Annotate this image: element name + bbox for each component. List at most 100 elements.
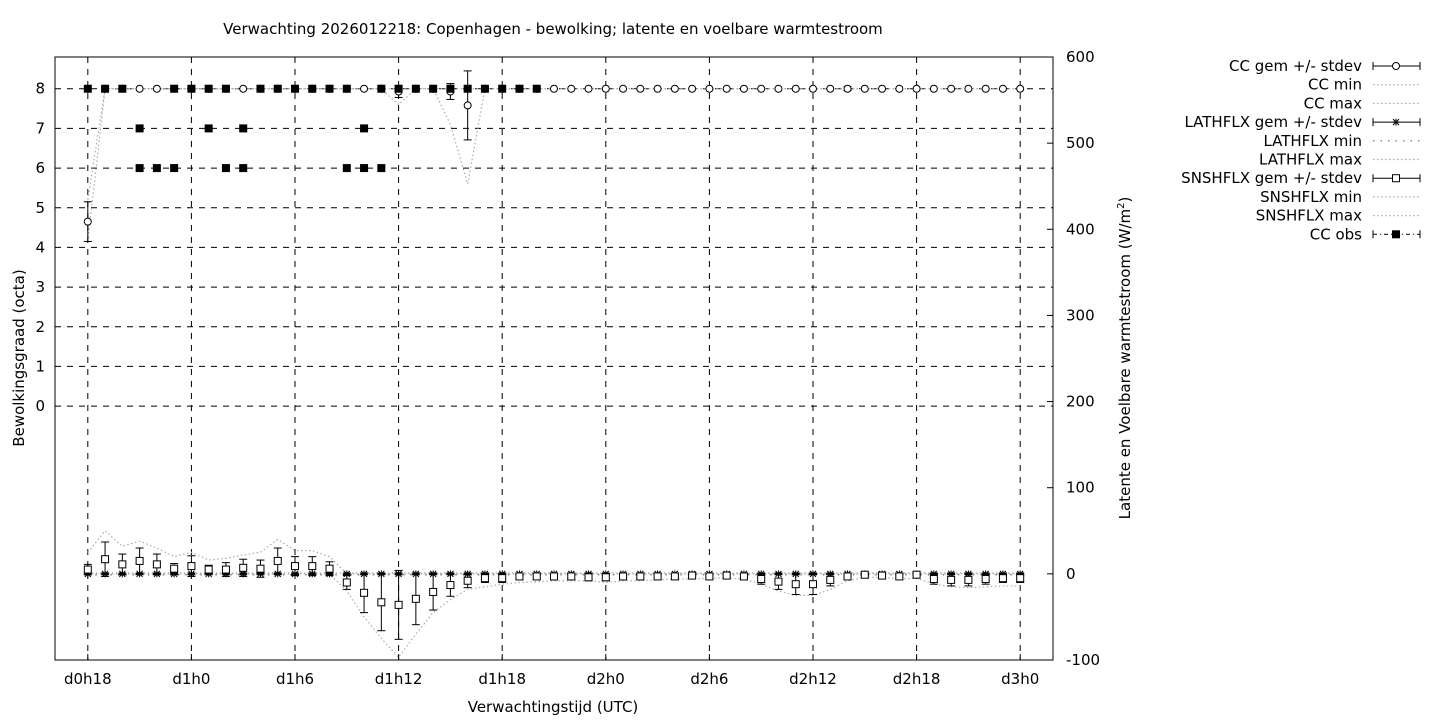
data-point-obs — [463, 84, 472, 93]
data-point-square — [964, 575, 973, 584]
data-point-circle — [584, 84, 593, 93]
data-point-circle — [83, 217, 92, 226]
data-point-square — [981, 575, 990, 584]
data-point-square — [688, 571, 697, 580]
x-tick-label: d1h18 — [478, 670, 526, 688]
data-point-obs — [360, 124, 369, 133]
data-point-circle — [826, 84, 835, 93]
data-point-circle — [998, 84, 1007, 93]
grid — [55, 57, 1053, 660]
data-point-obs — [532, 84, 541, 93]
legend-label: SNSHFLX max — [1256, 207, 1362, 225]
data-point-square — [843, 572, 852, 581]
data-point-circle — [152, 84, 161, 93]
data-point-square — [256, 564, 265, 573]
chart-title: Verwachting 2026012218: Copenhagen - bew… — [223, 20, 883, 38]
x-tick-label: d0h18 — [64, 670, 112, 688]
data-point-obs — [170, 164, 179, 173]
data-point-circle — [653, 84, 662, 93]
data-point-square — [342, 578, 351, 587]
data-point-obs — [360, 164, 369, 173]
data-point-obs — [394, 84, 403, 93]
data-point-square — [774, 577, 783, 586]
data-point-square — [947, 575, 956, 584]
data-point-circle — [860, 84, 869, 93]
data-point-obs — [101, 84, 110, 93]
data-point-circle — [601, 84, 610, 93]
data-point-circle — [843, 84, 852, 93]
y2-tick-label: 100 — [1066, 479, 1095, 497]
y-tick-label: 2 — [35, 318, 45, 336]
data-point-circle — [636, 84, 645, 93]
data-point-star — [343, 570, 351, 578]
data-point-obs — [239, 124, 248, 133]
data-point-square — [791, 580, 800, 589]
data-point-square — [118, 560, 127, 569]
legend-label: CC min — [1308, 76, 1362, 94]
x-tick-label: d2h0 — [587, 670, 625, 688]
y2-label-main: Latente en Voelbare warmtestroom (W/m — [1116, 209, 1134, 519]
x-axis-label: Verwachtingstijd (UTC) — [468, 698, 639, 716]
data-point-circle — [964, 84, 973, 93]
data-point-square — [722, 571, 731, 580]
series-line — [87, 88, 1021, 200]
data-point-circle — [895, 84, 904, 93]
y2-axis-label: Latente en Voelbare warmtestroom (W/m2) — [1116, 197, 1134, 520]
data-point-obs — [377, 164, 386, 173]
y-tick-label: 3 — [35, 278, 45, 296]
data-point-circle — [1016, 84, 1025, 93]
y-tick-label: 6 — [35, 159, 45, 177]
data-point-obs — [135, 164, 144, 173]
data-point-square — [653, 572, 662, 581]
x-tick-label: d2h6 — [690, 670, 728, 688]
data-point-circle — [688, 84, 697, 93]
y-tick-label: 0 — [35, 397, 45, 415]
data-point-obs — [446, 84, 455, 93]
data-point-obs — [480, 84, 489, 93]
data-point-square — [532, 572, 541, 581]
x-tick-label: d1h6 — [276, 670, 314, 688]
data-point-obs — [221, 164, 230, 173]
y-tick-label: 4 — [35, 238, 45, 256]
data-point-square — [619, 572, 628, 581]
data-point-square — [912, 570, 921, 579]
data-point-square — [895, 572, 904, 581]
data-point-square — [83, 565, 92, 574]
data-point-obs — [256, 84, 265, 93]
data-point-square — [1016, 574, 1025, 583]
y-tick-label: 5 — [35, 199, 45, 217]
legend-label: LATHFLX max — [1259, 151, 1362, 169]
data-point-obs — [204, 84, 213, 93]
data-point-obs — [411, 84, 420, 93]
data-point-square — [636, 572, 645, 581]
data-point-circle — [981, 84, 990, 93]
data-point-obs — [342, 164, 351, 173]
y2-tick-label: 200 — [1066, 393, 1095, 411]
data-point-star — [1392, 118, 1400, 126]
y2-label-sup: 2 — [1116, 203, 1127, 209]
data-point-obs — [204, 124, 213, 133]
data-point-obs — [239, 164, 248, 173]
data-point-obs — [118, 84, 127, 93]
legend-label: SNSHFLX gem +/- stdev — [1181, 169, 1362, 187]
data-point-square — [446, 581, 455, 590]
data-point-square — [394, 600, 403, 609]
data-point-circle — [550, 84, 558, 93]
data-point-obs — [429, 84, 438, 93]
data-point-square — [463, 576, 472, 585]
data-point-circle — [567, 84, 576, 93]
y2-tick-label: -100 — [1066, 651, 1100, 669]
x-tick-label: d3h0 — [1001, 670, 1039, 688]
data-point-obs — [308, 84, 317, 93]
data-point-square — [601, 573, 610, 582]
data-point-square — [498, 574, 507, 583]
x-tick-label: d2h12 — [789, 670, 837, 688]
axes: d0h18 d1h0 d1h6 d1h12 d1h18 d2h0 d2h6 d2h12 d2h1… — [35, 48, 1100, 688]
data-point-obs — [377, 84, 386, 93]
data-point-square — [429, 587, 438, 596]
legend-label: CC gem +/- stdev — [1229, 57, 1362, 75]
data-point-circle — [360, 84, 369, 93]
y-axis-label: Bewolkingsgraad (octa) — [10, 269, 28, 446]
data-point-obs — [325, 84, 334, 93]
y-tick-label: 7 — [35, 119, 45, 137]
